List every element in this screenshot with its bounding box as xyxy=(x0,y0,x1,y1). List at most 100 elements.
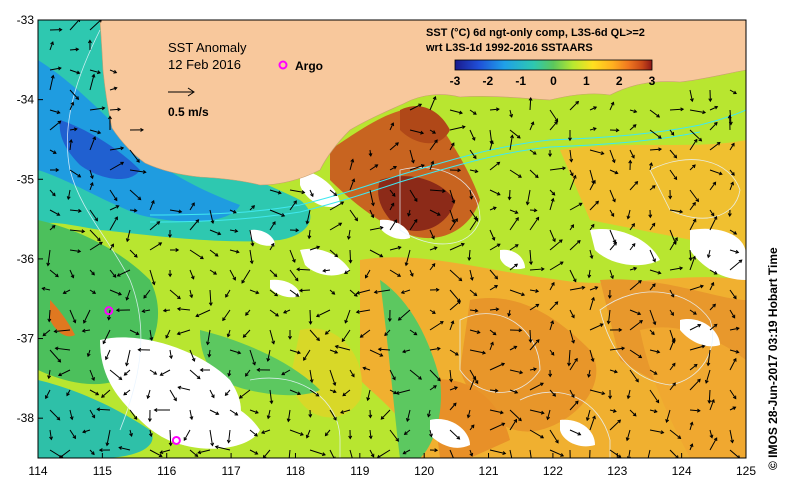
velocity-arrow-head xyxy=(548,153,553,158)
velocity-arrow-head xyxy=(57,372,62,377)
velocity-arrow-head xyxy=(338,222,343,227)
velocity-arrow-head xyxy=(420,130,425,135)
velocity-arrow-head xyxy=(379,253,384,258)
velocity-arrow xyxy=(629,309,641,315)
velocity-arrow-head xyxy=(333,192,338,197)
velocity-arrow xyxy=(409,129,424,134)
velocity-arrow xyxy=(123,389,131,396)
velocity-arrow xyxy=(329,201,344,211)
velocity-arrow-head xyxy=(168,273,173,278)
lon-tick-label: 123 xyxy=(607,464,627,478)
velocity-arrow-head xyxy=(101,394,105,398)
velocity-arrow-head xyxy=(96,407,101,412)
velocity-arrow-head xyxy=(432,96,437,100)
velocity-arrow xyxy=(169,429,172,446)
velocity-arrow xyxy=(49,429,52,440)
velocity-arrow xyxy=(429,369,441,381)
velocity-arrow-head xyxy=(102,340,107,345)
velocity-arrow-head xyxy=(309,379,314,384)
velocity-arrow-head xyxy=(618,327,623,332)
velocity-arrow-head xyxy=(451,199,456,204)
lon-tick-label: 122 xyxy=(543,464,563,478)
velocity-arrow-head xyxy=(47,318,52,323)
velocity-arrow xyxy=(228,369,231,377)
velocity-arrow xyxy=(469,329,480,334)
velocity-arrow-head xyxy=(57,66,62,71)
velocity-arrow xyxy=(269,289,278,297)
velocity-arrow xyxy=(649,329,655,335)
velocity-arrow xyxy=(303,349,311,361)
velocity-arrow-head xyxy=(322,268,327,273)
velocity-arrow-head xyxy=(315,392,320,397)
velocity-arrow xyxy=(709,142,721,151)
velocity-arrow-head xyxy=(559,261,564,266)
scale-label: 0.5 m/s xyxy=(168,105,209,119)
velocity-arrow xyxy=(363,367,371,371)
velocity-arrow-head xyxy=(551,281,555,286)
velocity-arrow-head xyxy=(332,382,337,387)
velocity-arrow-head xyxy=(273,273,278,278)
velocity-arrow xyxy=(109,289,122,296)
velocity-arrow-head xyxy=(457,300,462,305)
velocity-arrow xyxy=(529,368,537,371)
velocity-arrow xyxy=(309,449,326,456)
velocity-arrow xyxy=(269,189,281,194)
velocity-arrow-head xyxy=(589,255,594,260)
velocity-arrow-head xyxy=(514,210,519,214)
velocity-arrow-head xyxy=(572,174,577,179)
velocity-arrow xyxy=(239,389,251,399)
velocity-arrow-head xyxy=(54,346,59,351)
velocity-arrow-head xyxy=(688,257,693,262)
velocity-arrow-head xyxy=(567,362,572,367)
velocity-arrow xyxy=(489,243,501,251)
velocity-arrow-head xyxy=(501,422,506,427)
velocity-arrow-head xyxy=(452,402,457,407)
lon-tick-label: 114 xyxy=(28,464,47,478)
velocity-arrow-head xyxy=(305,220,310,225)
velocity-arrow xyxy=(689,164,696,171)
velocity-arrow xyxy=(269,329,275,344)
velocity-arrow xyxy=(529,303,539,311)
velocity-arrow xyxy=(669,209,683,213)
velocity-arrow xyxy=(341,329,351,342)
velocity-arrow-head xyxy=(473,292,478,297)
velocity-arrow-head xyxy=(546,416,551,421)
velocity-arrow xyxy=(169,349,172,359)
velocity-arrow xyxy=(269,389,273,404)
velocity-arrow-head xyxy=(348,435,353,440)
velocity-arrow-head xyxy=(266,357,271,362)
velocity-arrow-head xyxy=(569,172,574,177)
velocity-arrow xyxy=(689,364,698,371)
velocity-arrow-head xyxy=(713,215,718,220)
velocity-arrow-head xyxy=(199,368,204,372)
velocity-arrow xyxy=(129,329,139,335)
velocity-arrow xyxy=(509,244,519,251)
velocity-arrow xyxy=(149,429,152,437)
velocity-arrow xyxy=(189,349,195,362)
velocity-arrow xyxy=(198,449,211,454)
velocity-arrow xyxy=(389,269,401,277)
velocity-arrow xyxy=(409,329,417,336)
velocity-arrow-head xyxy=(718,171,723,176)
velocity-arrow-head xyxy=(315,313,320,318)
velocity-arrow xyxy=(163,309,171,312)
velocity-arrow xyxy=(299,289,311,292)
velocity-arrow xyxy=(709,169,723,175)
velocity-arrow xyxy=(649,349,660,353)
velocity-arrow-head xyxy=(214,445,219,450)
current-fronts xyxy=(149,109,746,223)
velocity-arrow-head xyxy=(137,196,142,201)
velocity-arrow-head xyxy=(227,372,232,377)
velocity-arrow-head xyxy=(252,361,256,366)
velocity-arrow-head xyxy=(732,395,737,400)
velocity-arrow-head xyxy=(125,362,129,367)
velocity-arrow xyxy=(409,164,425,171)
velocity-arrow-head xyxy=(159,450,164,455)
velocity-arrow xyxy=(449,209,455,223)
velocity-arrow xyxy=(42,287,51,291)
velocity-arrow xyxy=(209,289,212,306)
velocity-arrow xyxy=(529,169,539,178)
velocity-arrow-head xyxy=(693,363,698,368)
velocity-arrow-head xyxy=(454,352,459,356)
velocity-arrow xyxy=(89,289,96,294)
